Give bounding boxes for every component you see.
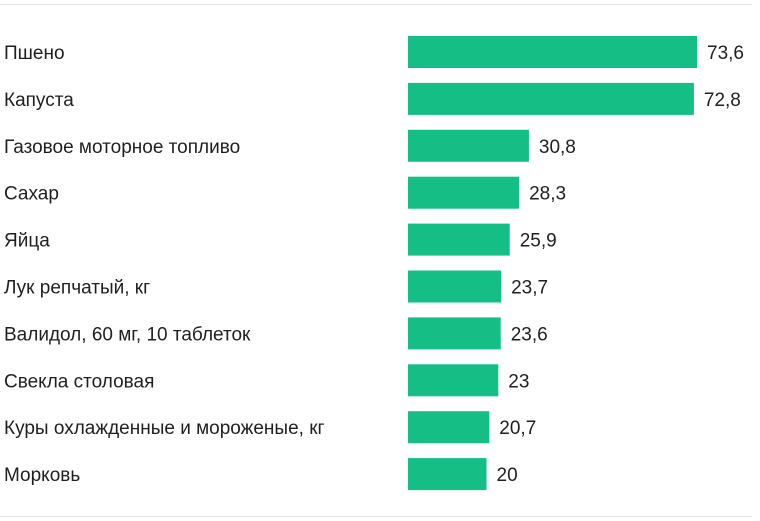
bar bbox=[408, 411, 490, 444]
category-label: Яйца bbox=[4, 231, 50, 252]
category-label: Свекла столовая bbox=[4, 371, 154, 392]
category-label: Куры охлажденные и мороженые, кг bbox=[4, 418, 325, 439]
value-label: 23 bbox=[508, 371, 529, 392]
category-label: Сахар bbox=[4, 184, 59, 205]
bar bbox=[408, 317, 501, 350]
value-label: 30,8 bbox=[539, 137, 576, 158]
value-label: 23,6 bbox=[511, 324, 548, 345]
bar bbox=[408, 223, 510, 256]
category-label: Капуста bbox=[4, 90, 74, 111]
category-label: Валидол, 60 мг, 10 таблеток bbox=[4, 324, 251, 345]
category-labels: Пшено Капуста Газовое моторное топливо Саха… bbox=[4, 43, 325, 486]
bar bbox=[408, 36, 697, 68]
value-label: 72,8 bbox=[704, 90, 741, 111]
bar bbox=[408, 176, 520, 209]
bar bbox=[408, 82, 694, 115]
bar bbox=[408, 270, 502, 303]
bar bbox=[408, 364, 499, 397]
bar bbox=[408, 458, 487, 491]
category-label: Пшено bbox=[4, 43, 65, 64]
value-label: 73,6 bbox=[707, 43, 744, 64]
bottom-divider bbox=[0, 516, 752, 517]
value-labels: 73,6 72,8 30,8 28,3 25,9 23,7 23,6 23 20,7 20 bbox=[497, 43, 744, 486]
value-label: 23,7 bbox=[511, 278, 548, 299]
value-label: 20 bbox=[497, 465, 518, 486]
value-label: 28,3 bbox=[529, 184, 566, 205]
top-divider bbox=[0, 4, 752, 5]
value-label: 25,9 bbox=[520, 231, 557, 252]
category-label: Газовое моторное топливо bbox=[4, 137, 240, 158]
bars bbox=[408, 36, 697, 491]
category-label: Лук репчатый, кг bbox=[4, 278, 150, 299]
bar bbox=[408, 129, 529, 162]
value-label: 20,7 bbox=[499, 418, 536, 439]
category-label: Морковь bbox=[4, 465, 80, 486]
